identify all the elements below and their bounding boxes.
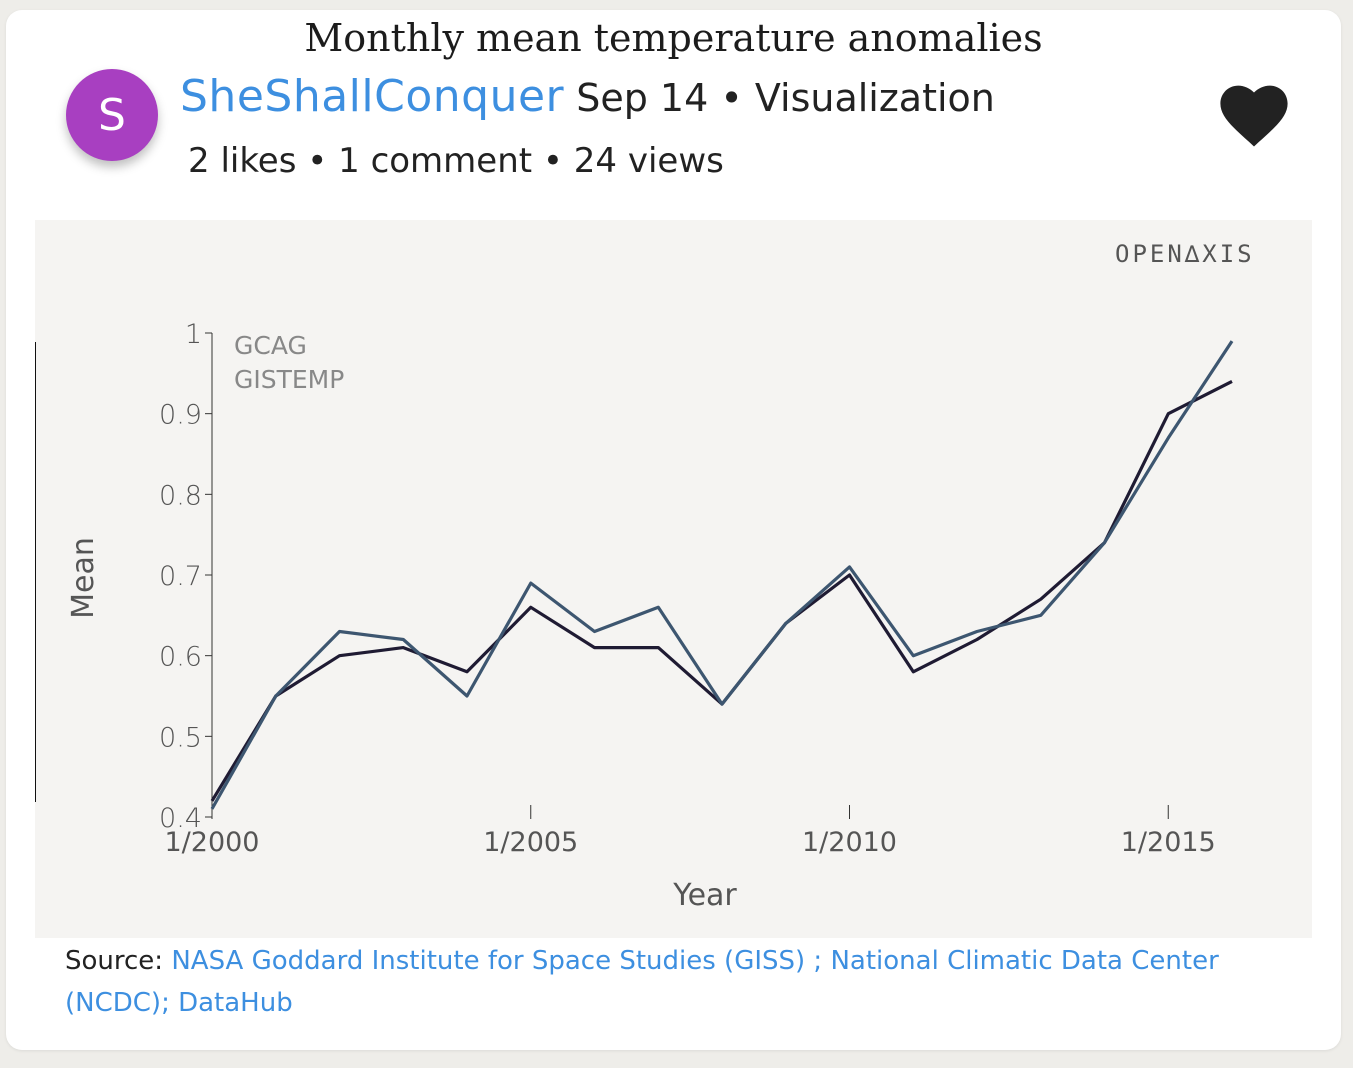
series-line-gcag xyxy=(210,379,1233,802)
y-tick-label: 0.7 xyxy=(159,561,202,592)
post-category[interactable]: Visualization xyxy=(754,76,995,120)
views-count: 24 views xyxy=(573,141,724,181)
y-tick-label: 0.6 xyxy=(159,642,202,673)
heart-icon xyxy=(1220,85,1288,147)
x-axis-label: Year xyxy=(672,878,737,913)
brand-logo: OPEN∆XIS xyxy=(1115,240,1255,268)
x-tick-label: 1/2010 xyxy=(802,827,897,858)
separator: • xyxy=(532,141,574,181)
source-citation: Source: NASA Goddard Institute for Space… xyxy=(65,940,1265,1024)
series-line-gistemp xyxy=(210,340,1234,810)
y-tick-label: 0.4 xyxy=(159,803,202,834)
y-tick-label: 0.5 xyxy=(159,722,202,753)
legend-item-gistemp: GISTEMP xyxy=(234,365,344,394)
x-tick-label: 1/2005 xyxy=(483,827,578,858)
x-tick-label: 1/2000 xyxy=(165,827,260,858)
like-button[interactable] xyxy=(1218,82,1290,148)
y-tick-label: 1 xyxy=(185,319,202,350)
username-link[interactable]: SheShallConquer xyxy=(180,71,565,122)
separator: • xyxy=(296,141,339,181)
comments-count[interactable]: 1 comment xyxy=(338,141,533,181)
chart-container xyxy=(35,220,1312,938)
avatar-letter: S xyxy=(98,89,126,141)
chart-title: Monthly mean temperature anomalies xyxy=(304,16,1043,60)
legend-item-gcag: GCAG xyxy=(234,331,307,360)
post-header: SheShallConquer Sep 14 • Visualization xyxy=(180,72,995,123)
post-stats: 2 likes • 1 comment • 24 views xyxy=(188,138,724,184)
x-tick-label: 1/2015 xyxy=(1121,827,1216,858)
source-label: Source: xyxy=(65,946,172,976)
y-tick-label: 0.8 xyxy=(159,480,202,511)
divider xyxy=(35,342,36,802)
source-link[interactable]: NASA Goddard Institute for Space Studies… xyxy=(65,946,1219,1018)
likes-count: 2 likes xyxy=(188,141,297,181)
y-axis-label: Mean xyxy=(66,537,101,619)
avatar[interactable]: S xyxy=(66,69,158,161)
separator: • xyxy=(708,76,755,120)
post-date: Sep 14 xyxy=(576,76,709,120)
y-tick-label: 0.9 xyxy=(159,400,202,431)
